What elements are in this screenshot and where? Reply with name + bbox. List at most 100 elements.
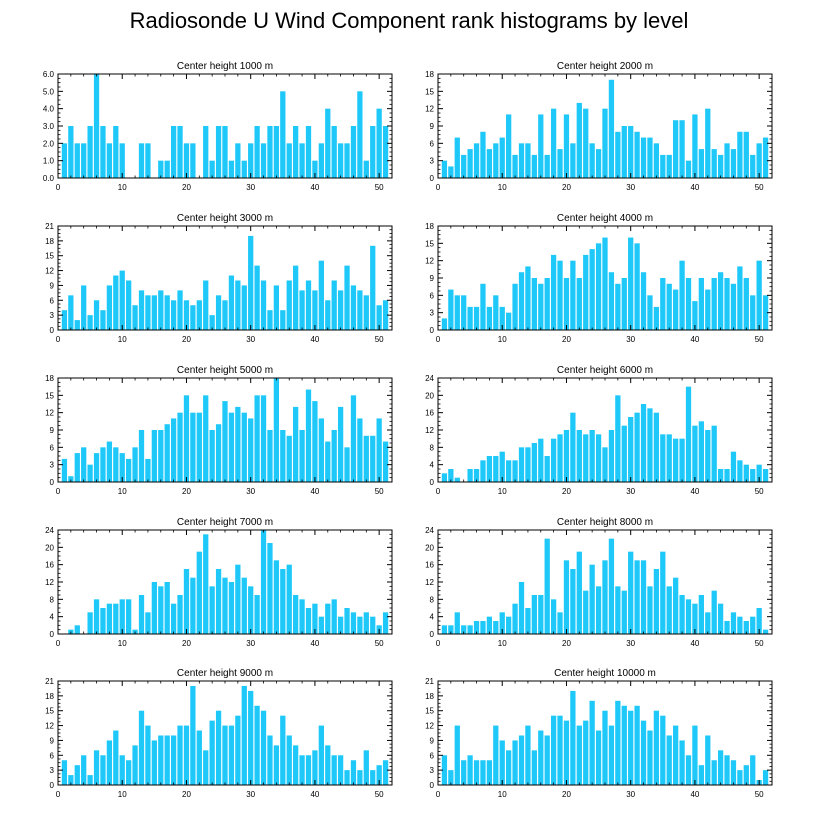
histogram-bar [119,143,125,178]
histogram-bar [312,401,318,482]
histogram-bar [666,586,672,634]
x-tick-label: 50 [375,487,384,496]
histogram-bar [461,154,467,178]
histogram-bar [750,154,756,178]
histogram-bar [119,599,125,634]
x-tick-label: 20 [562,790,571,799]
histogram-bar [724,621,730,634]
histogram-bar [717,272,724,330]
x-tick-label: 40 [310,183,319,192]
y-tick-label: 12 [425,578,434,587]
histogram-bar [570,569,576,634]
histogram-bar [370,126,376,178]
histogram-bar [222,577,228,634]
histogram-bar [113,275,119,330]
histogram-bar [538,438,544,482]
histogram-bar [756,260,762,330]
x-tick-label: 30 [626,790,635,799]
histogram-bar [640,404,647,482]
histogram-bar [273,126,280,178]
histogram-bar [183,143,190,178]
histogram-bar [506,750,512,785]
histogram-bar [499,740,505,785]
histogram-bar [93,599,100,634]
histogram-bar [550,715,557,785]
histogram-bar [518,272,525,330]
x-tick-label: 40 [690,790,699,799]
histogram-bar [337,406,344,482]
histogram-bar [467,149,473,178]
histogram-bar [100,608,106,634]
histogram-bar [570,260,576,330]
x-tick-label: 50 [755,335,764,344]
histogram-bar [461,625,467,634]
histogram-bar [499,306,505,330]
y-tick-label: 0 [430,174,435,183]
y-tick-label: 18 [45,237,54,246]
histogram-bar [196,300,202,330]
histogram-bar [61,143,68,178]
histogram-bar [750,469,756,482]
histogram-bar [615,700,621,785]
y-tick-label: 6 [430,139,435,148]
y-tick-label: 18 [425,70,434,79]
histogram-bar [138,143,145,178]
x-tick-label: 40 [690,183,699,192]
y-tick-label: 21 [45,677,54,686]
y-tick-label: 6.0 [43,70,55,79]
y-tick-label: 9 [430,122,435,131]
histogram-bar [653,143,660,178]
histogram-bar [81,447,87,482]
histogram-bar [273,745,280,785]
histogram-bar [280,91,286,178]
histogram-bar [685,160,692,178]
histogram-bar [151,582,157,634]
histogram-bar [467,755,473,785]
histogram-bar [164,582,170,634]
x-tick-label: 0 [436,790,441,799]
histogram-bar [660,154,666,178]
histogram-bar [74,625,80,634]
histogram-bar [634,131,640,178]
histogram-bar [382,760,389,785]
histogram-bar [100,126,106,178]
histogram-bar [615,131,621,178]
x-tick-label: 40 [310,639,319,648]
y-tick-label: 6 [430,751,435,760]
histogram-bar [506,616,512,634]
histogram-bar [260,530,267,634]
histogram-bar [363,612,369,634]
histogram-bar [177,412,183,482]
x-tick-label: 50 [375,790,384,799]
histogram-bar [538,730,544,785]
histogram-bar [717,750,724,785]
histogram-bar [235,564,241,634]
histogram-bar [312,750,318,785]
histogram-bar [557,260,563,330]
histogram-bar [215,424,222,482]
x-tick-label: 40 [310,790,319,799]
histogram-bar [177,290,183,330]
histogram-bar [164,424,170,482]
y-tick-label: 0 [50,630,55,639]
y-tick-label: 8 [430,595,435,604]
y-tick-label: 15 [45,391,54,400]
y-tick-label: 0 [50,326,55,335]
histogram-bar [177,595,183,634]
histogram-panel: Center height 2000 m 0 3 6 9 12 15 18 0 10 20 30 40 5… [425,61,773,192]
histogram-bar [325,603,331,634]
histogram-panel: Center height 4000 m 0 3 6 9 12 15 18 0 10 20 30 40 5… [425,213,773,344]
histogram-bar [325,108,331,178]
histogram-bar [190,685,196,785]
histogram-bar [493,621,499,634]
histogram-bar [576,551,582,634]
panel-title: Center height 3000 m [177,213,273,224]
histogram-bar [363,295,369,330]
histogram-bar [376,765,382,785]
histogram-bar [454,477,460,482]
x-tick-label: 40 [690,487,699,496]
histogram-bar [370,770,376,785]
y-tick-label: 6 [50,443,55,452]
histogram-bar [550,108,557,178]
y-tick-label: 15 [425,87,434,96]
